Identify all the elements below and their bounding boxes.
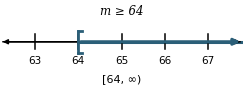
Text: 65: 65: [115, 56, 128, 66]
Text: [64, ∞): [64, ∞): [102, 74, 141, 84]
Text: 63: 63: [28, 56, 41, 66]
Text: 67: 67: [202, 56, 215, 66]
Text: m ≥ 64: m ≥ 64: [100, 5, 143, 18]
Text: 64: 64: [71, 56, 85, 66]
Text: 66: 66: [158, 56, 172, 66]
